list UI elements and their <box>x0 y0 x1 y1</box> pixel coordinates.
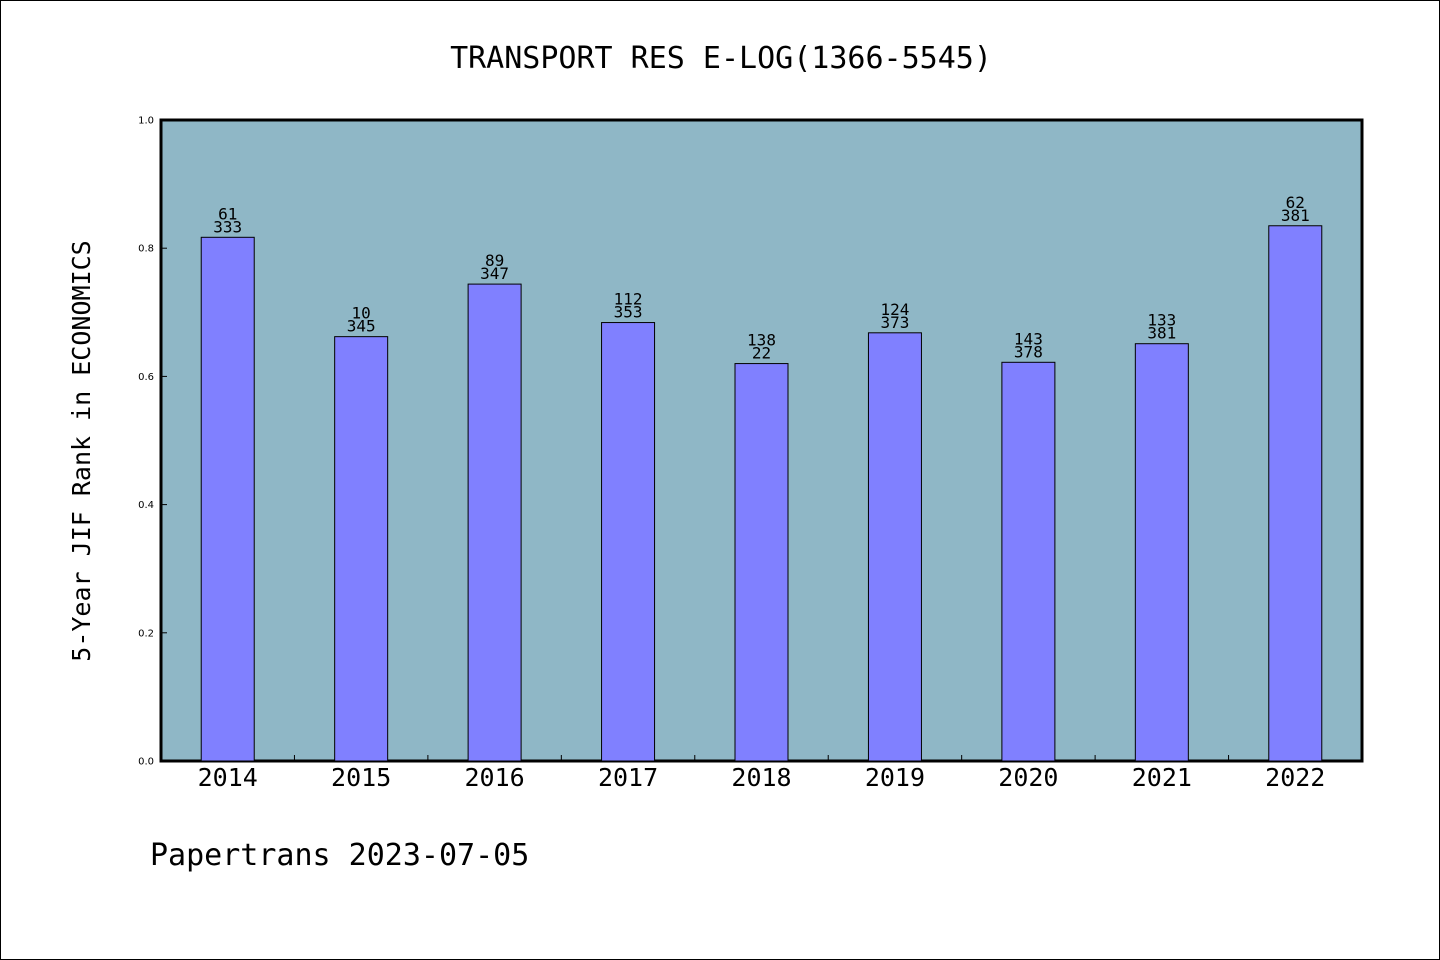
y-tick-label-0.0: 0.0 <box>138 757 154 768</box>
bar-label-2021-line1: 133 <box>1147 311 1176 330</box>
bar-label-2019-line1: 124 <box>880 300 909 319</box>
bar-label-2016-line1: 89 <box>485 251 504 270</box>
bar-2017 <box>601 322 656 762</box>
bar-label-2019-line2: 373 <box>880 313 909 332</box>
bar-label-2020-line2: 378 <box>1014 342 1043 361</box>
x-tick-label-2019: 2019 <box>865 763 925 792</box>
bar-label-2014-line2: 333 <box>213 217 242 236</box>
y-tick-label-0.8: 0.8 <box>138 244 154 255</box>
bar-label-2021-line2: 381 <box>1147 324 1176 343</box>
bar-label-2015-line1: 10 <box>352 304 371 323</box>
y-tick-label-0.6: 0.6 <box>138 372 154 383</box>
x-tick-label-2021: 2021 <box>1132 763 1192 792</box>
bar-label-2022-line1: 62 <box>1286 193 1305 212</box>
y-tick-label-1.0: 1.0 <box>138 116 154 127</box>
bar-2018 <box>734 363 789 762</box>
x-tick-label-2015: 2015 <box>331 763 391 792</box>
bar-2020 <box>1001 361 1056 762</box>
x-tick-label-2016: 2016 <box>465 763 525 792</box>
x-tick-label-2014: 2014 <box>198 763 258 792</box>
bar-2022 <box>1268 225 1323 762</box>
bar-label-2020-line1: 143 <box>1014 329 1043 348</box>
x-tick-label-2022: 2022 <box>1265 763 1325 792</box>
x-tick-label-2020: 2020 <box>998 763 1058 792</box>
y-axis-ticks: 0.0 0.2 0.4 0.6 0.8 1.0 <box>138 116 167 768</box>
bar-2021 <box>1134 343 1189 762</box>
x-tick-label-2017: 2017 <box>598 763 658 792</box>
bar-label-2014-line1: 61 <box>218 204 237 223</box>
y-tick-label-0.2: 0.2 <box>138 628 154 639</box>
bar-label-2018-line1: 138 <box>747 331 776 350</box>
bar-2016 <box>467 283 522 762</box>
bar-label-2017-line2: 353 <box>614 303 643 322</box>
bar-label-2016-line2: 347 <box>480 264 509 283</box>
bar-2014 <box>200 236 255 762</box>
chart-title: TRANSPORT RES E-LOG(1366-5545) <box>450 41 992 76</box>
bar-label-2022-line2: 381 <box>1281 206 1310 225</box>
footer-credit: Papertrans 2023-07-05 <box>150 838 529 873</box>
y-tick-label-0.4: 0.4 <box>138 500 154 511</box>
x-tick-label-2018: 2018 <box>731 763 791 792</box>
bar-label-2018-line2: 22 <box>752 344 771 363</box>
bar-label-2017-line1: 112 <box>614 290 643 309</box>
y-axis-label: 5-Year JIF Rank in ECONOMICS <box>67 240 96 661</box>
bar-2019 <box>867 332 922 762</box>
x-axis-ticks: 2014 2015 2016 2017 2018 2019 2020 2021 2022 <box>198 755 1325 792</box>
bar-label-2015-line2: 345 <box>347 317 376 336</box>
bar-2015 <box>334 336 389 762</box>
